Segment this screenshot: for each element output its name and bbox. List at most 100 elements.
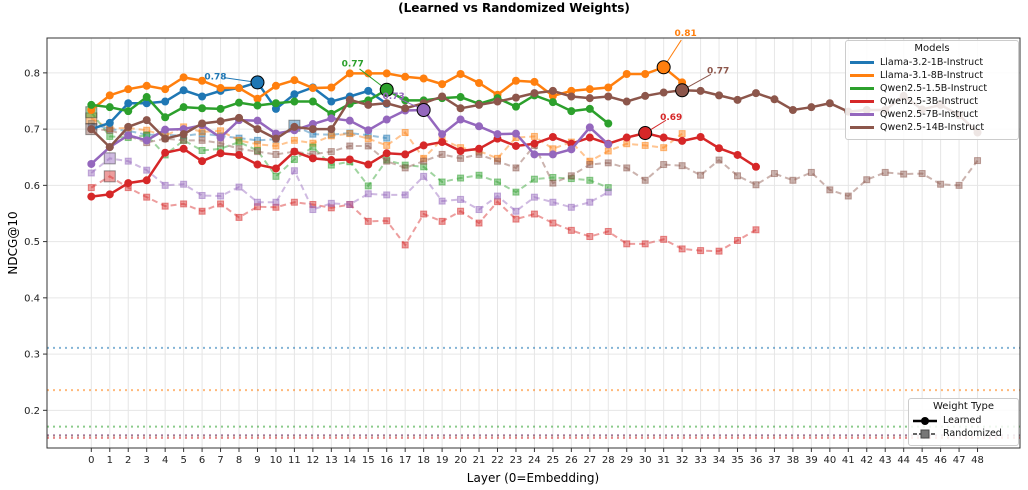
randomized-point bbox=[475, 219, 483, 227]
learned-point bbox=[493, 97, 502, 106]
learned-point bbox=[142, 93, 151, 102]
randomized-point bbox=[937, 180, 945, 188]
randomized-point bbox=[604, 147, 612, 155]
y-axis-label: NDCG@10 bbox=[6, 211, 20, 274]
randomized-point bbox=[106, 126, 114, 134]
randomized-point bbox=[493, 192, 501, 200]
randomized-point bbox=[217, 127, 225, 135]
learned-point bbox=[345, 155, 354, 164]
randomized-point bbox=[364, 182, 372, 190]
randomized-point bbox=[586, 161, 594, 169]
randomized-point bbox=[697, 171, 705, 179]
learned-point bbox=[364, 160, 373, 169]
randomized-point bbox=[457, 207, 465, 215]
learned-point bbox=[124, 179, 133, 188]
learned-point bbox=[364, 126, 373, 135]
randomized-point bbox=[143, 193, 151, 201]
learned-point bbox=[548, 98, 557, 107]
randomized-point bbox=[826, 186, 834, 194]
learned-point bbox=[327, 156, 336, 165]
randomized-point bbox=[678, 162, 686, 170]
learned-point bbox=[179, 73, 188, 82]
learned-point bbox=[198, 104, 207, 113]
learned-point bbox=[770, 95, 779, 104]
x-tick-label: 4 bbox=[162, 455, 168, 466]
y-tick-label: 0.4 bbox=[24, 293, 40, 304]
learned-point bbox=[308, 154, 317, 163]
learned-point bbox=[585, 104, 594, 113]
learned-point bbox=[216, 117, 225, 126]
learned-point bbox=[364, 86, 373, 95]
models-legend: Models Llama-3.2-1B-Instruct Llama-3.1-8… bbox=[845, 40, 1019, 140]
randomized-point bbox=[697, 247, 705, 255]
randomized-point bbox=[549, 173, 557, 181]
learned-point bbox=[105, 103, 114, 112]
learned-point bbox=[271, 99, 280, 108]
randomized-point bbox=[844, 192, 852, 200]
randomized-point bbox=[734, 236, 742, 244]
x-tick-label: 17 bbox=[399, 455, 412, 466]
legend-label: Qwen2.5-3B-Instruct bbox=[880, 96, 979, 107]
randomized-point bbox=[161, 202, 169, 210]
randomized-point bbox=[290, 155, 298, 163]
learned-point bbox=[161, 134, 170, 143]
learned-point bbox=[364, 100, 373, 109]
randomized-point bbox=[309, 206, 317, 214]
learned-point bbox=[161, 148, 170, 157]
learned-point bbox=[235, 150, 244, 159]
randomized-point bbox=[420, 163, 428, 171]
learned-point bbox=[290, 97, 299, 106]
legend-label: Randomized bbox=[943, 428, 1002, 439]
x-tick-label: 14 bbox=[343, 455, 356, 466]
learned-point bbox=[493, 130, 502, 139]
learned-point bbox=[567, 92, 576, 101]
learned-point bbox=[87, 192, 96, 201]
learned-point bbox=[825, 99, 834, 108]
learned-point bbox=[438, 80, 447, 89]
y-tick-label: 0.3 bbox=[24, 350, 40, 361]
best-layer-point bbox=[379, 82, 394, 97]
randomized-point bbox=[493, 157, 501, 165]
learned-point bbox=[567, 107, 576, 116]
randomized-point bbox=[641, 176, 649, 184]
legend-swatch bbox=[850, 100, 874, 103]
randomized-point bbox=[309, 139, 317, 147]
learned-point bbox=[419, 141, 428, 150]
x-tick-label: 26 bbox=[565, 455, 578, 466]
randomized-point bbox=[346, 200, 354, 208]
legend-entry: Qwen2.5-7B-Instruct bbox=[846, 108, 1018, 121]
learned-point bbox=[345, 116, 354, 125]
learned-point bbox=[253, 94, 262, 103]
learned-point bbox=[124, 85, 133, 94]
randomized-point bbox=[272, 198, 280, 206]
best-layer-point bbox=[675, 83, 690, 98]
randomized-point bbox=[475, 171, 483, 179]
randomized-point bbox=[383, 217, 391, 225]
x-tick-label: 44 bbox=[897, 455, 910, 466]
learned-point bbox=[327, 114, 336, 123]
x-tick-label: 48 bbox=[971, 455, 984, 466]
randomized-point bbox=[530, 210, 538, 218]
randomized-point bbox=[198, 207, 206, 215]
legend-swatch bbox=[850, 61, 874, 64]
randomized-point bbox=[198, 146, 206, 154]
learned-point bbox=[87, 100, 96, 109]
learned-point bbox=[216, 133, 225, 142]
randomized-point bbox=[715, 247, 723, 255]
randomized-point bbox=[327, 132, 335, 140]
randomized-point bbox=[235, 145, 243, 153]
randomized-marker-icon bbox=[913, 429, 937, 438]
randomized-point bbox=[383, 141, 391, 149]
best-layer-point bbox=[638, 126, 653, 141]
learned-point bbox=[438, 130, 447, 139]
x-tick-label: 0 bbox=[88, 455, 94, 466]
learned-point bbox=[290, 76, 299, 85]
randomized-point bbox=[253, 198, 261, 206]
randomized-point bbox=[253, 140, 261, 148]
learned-point bbox=[678, 136, 687, 145]
legend-entry-learned: Learned bbox=[909, 414, 1018, 427]
x-tick-label: 41 bbox=[842, 455, 855, 466]
randomized-point bbox=[438, 217, 446, 225]
randomized-point bbox=[383, 157, 391, 165]
